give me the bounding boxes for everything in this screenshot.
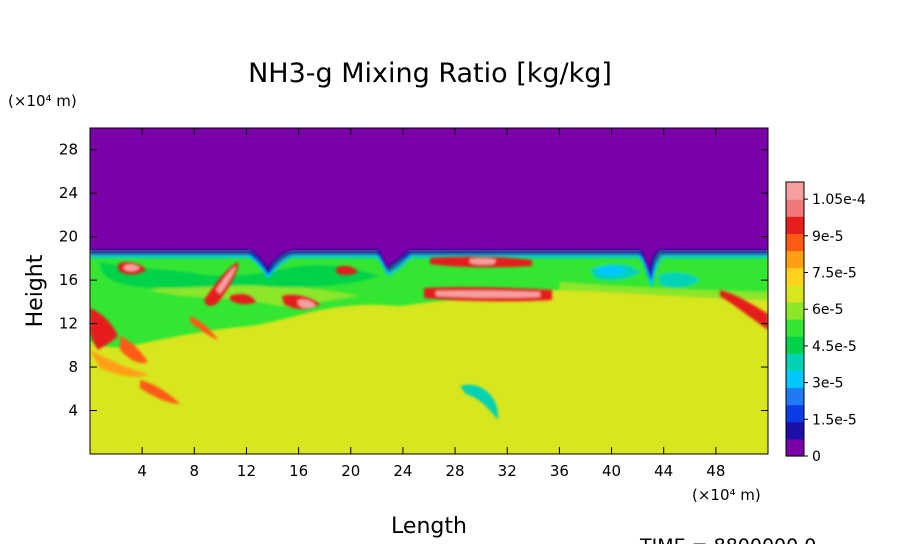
colorbar-label: 7.5e-5 xyxy=(812,266,857,282)
colorbar: 1.05e-4 9e-5 7.5e-5 6e-5 4.5e-5 3e-5 1.5e-5 0 xyxy=(785,181,866,465)
high-patches xyxy=(90,256,768,404)
colorbar-swatch xyxy=(786,250,804,269)
colorbar-label: 1.05e-4 xyxy=(812,192,866,208)
colorbar-swatch xyxy=(786,301,804,320)
x-tick-label: 44 xyxy=(654,462,673,480)
interface-rim xyxy=(90,249,768,289)
y-tick-label: 4 xyxy=(68,402,78,420)
y-tick-label: 16 xyxy=(59,271,78,289)
y-tick-label: 28 xyxy=(59,141,78,159)
x-tick-label: 24 xyxy=(393,462,412,480)
colorbar-swatch xyxy=(786,199,804,217)
colorbar-swatch xyxy=(786,370,804,389)
y-axis-unit: (×10⁴ m) xyxy=(8,92,77,110)
colorbar-swatch xyxy=(786,216,804,234)
plot-frame xyxy=(89,127,769,455)
y-tick-label: 24 xyxy=(59,184,78,202)
colorbar-swatch xyxy=(786,336,804,354)
colorbar-swatch xyxy=(786,233,804,252)
colorbar-label: 4.5e-5 xyxy=(812,339,857,355)
colorbar-frame xyxy=(785,181,805,457)
colorbar-swatch xyxy=(786,267,804,286)
colorbar-swatch xyxy=(786,284,804,303)
x-tick-label: 36 xyxy=(550,462,569,480)
colorbar-swatch xyxy=(786,421,804,440)
colorbar-label: 3e-5 xyxy=(812,376,843,392)
chart-title: NH3-g Mixing Ratio [kg/kg] xyxy=(248,58,612,89)
colorbar-swatch xyxy=(786,438,804,457)
colorbar-label: 6e-5 xyxy=(812,302,843,318)
x-axis-unit: (×10⁴ m) xyxy=(692,486,761,504)
colorbar-swatch xyxy=(786,353,804,371)
x-tick-label: 32 xyxy=(498,462,517,480)
x-tick-label: 8 xyxy=(190,462,200,480)
upper-layer xyxy=(90,128,768,278)
x-tick-label: 40 xyxy=(602,462,621,480)
colorbar-swatch xyxy=(786,319,804,337)
x-tick-label: 12 xyxy=(237,462,256,480)
colorbar-label: 1.5e-5 xyxy=(812,412,857,428)
x-tick-label: 28 xyxy=(446,462,465,480)
colorbar-swatch xyxy=(786,387,804,406)
heatmap-field xyxy=(90,128,768,454)
x-tick-label: 20 xyxy=(341,462,360,480)
colorbar-label: 9e-5 xyxy=(812,229,843,245)
time-label: TIME = 8800000.0 xyxy=(639,535,816,544)
y-tick-label: 8 xyxy=(68,358,78,376)
colorbar-label: 0 xyxy=(812,449,821,465)
y-ticks: 4 8 12 16 20 24 28 xyxy=(59,141,768,420)
y-axis-label: Height xyxy=(23,254,48,327)
colorbar-swatch xyxy=(786,182,804,200)
x-tick-label: 4 xyxy=(137,462,147,480)
x-ticks: 4 8 12 16 20 24 28 32 36 40 44 48 xyxy=(137,128,725,480)
y-tick-label: 12 xyxy=(59,315,78,333)
colorbar-swatch xyxy=(786,404,804,423)
y-tick-label: 20 xyxy=(59,228,78,246)
x-axis-label: Length xyxy=(391,514,467,539)
x-tick-label: 16 xyxy=(289,462,308,480)
x-tick-label: 48 xyxy=(706,462,725,480)
